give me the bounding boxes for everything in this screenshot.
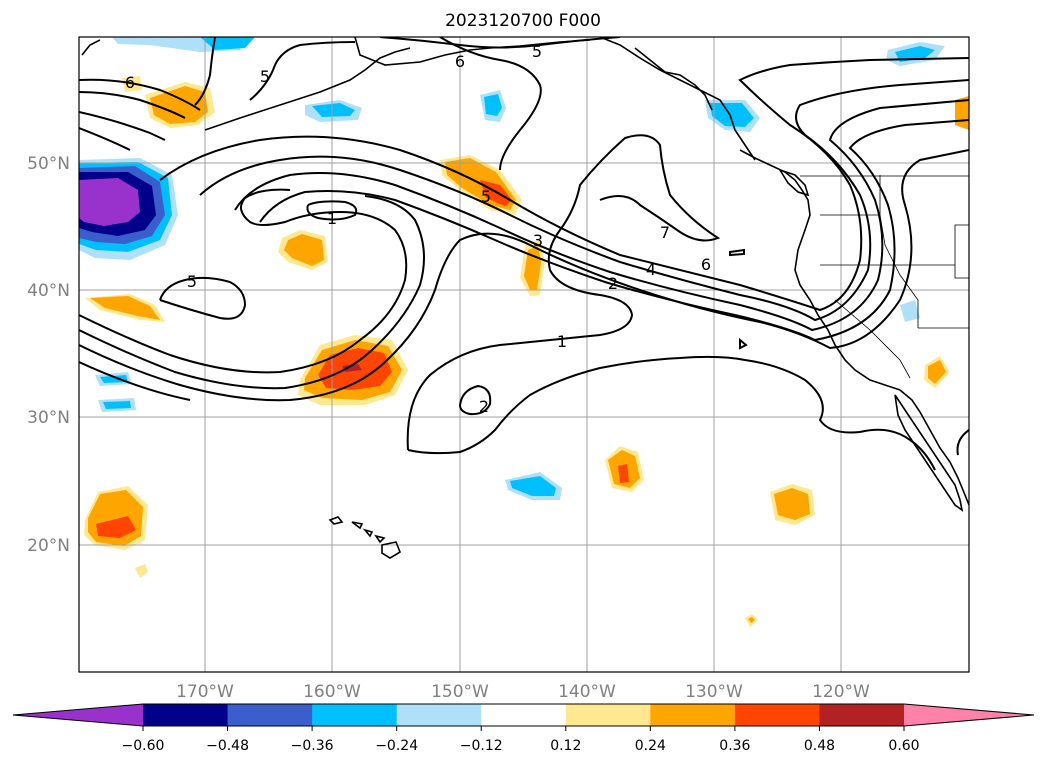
map-background — [79, 37, 969, 672]
latitude-labels: 50°N 40°N 30°N 20°N — [27, 154, 70, 556]
colorbar-tick-label: 0.12 — [550, 738, 581, 754]
contour-label: 2 — [608, 274, 618, 293]
colorbar-cell — [143, 704, 229, 726]
map-title: 2023120700 F000 — [445, 11, 601, 31]
colorbar-extend-high — [904, 704, 1034, 726]
contour-label: 5 — [532, 42, 542, 61]
lat-label: 20°N — [27, 536, 70, 556]
contour-outer-5 — [159, 57, 969, 312]
colorbar-tick-label: 0.60 — [888, 738, 919, 754]
contour-label: 4 — [646, 260, 656, 279]
lon-label: 130°W — [685, 682, 743, 702]
colorbar-tick-label: −0.48 — [206, 738, 249, 754]
colorbar-cell — [819, 704, 905, 726]
colorbar-tick-label: −0.60 — [122, 738, 165, 754]
coastlines — [81, 37, 969, 559]
contour-label: 7 — [660, 223, 670, 242]
colorbar-tick-label: −0.36 — [291, 738, 334, 754]
contour-6-nw — [79, 78, 201, 111]
contour-label: 5 — [260, 67, 270, 86]
contour-label: 5 — [187, 272, 197, 291]
colorbar-tick-label: 0.48 — [804, 738, 835, 754]
map-panel: 6 5 6 5 1 5 5 3 7 6 4 2 1 2 50°N 40°N 30… — [27, 36, 970, 702]
colorbar-ticks — [142, 726, 905, 731]
longitude-labels: 170°W 160°W 150°W 140°W 130°W 120°W — [176, 682, 870, 702]
lon-label: 120°W — [812, 682, 870, 702]
shade-pos-6 — [298, 335, 408, 405]
colorbar-cell — [396, 704, 482, 726]
colorbar-cell — [312, 704, 398, 726]
lon-label: 160°W — [303, 682, 361, 702]
colorbar: −0.60 −0.48 −0.36 −0.24 −0.12 0.12 0.24 0.36 0.4… — [12, 703, 1035, 754]
shade-neg-8 — [900, 300, 920, 322]
shade-negative-west — [79, 158, 178, 260]
contour-label: 3 — [533, 231, 543, 250]
colorbar-cell — [481, 704, 567, 726]
colorbar-tick-label: 0.36 — [719, 738, 750, 754]
vancouver-island — [778, 168, 810, 197]
colorbar-cell — [734, 704, 820, 726]
contour-label: 1 — [557, 332, 567, 351]
contour-1-main — [406, 134, 721, 451]
lon-label: 140°W — [558, 682, 616, 702]
contour-lines — [79, 37, 969, 471]
contour-label: 6 — [455, 52, 465, 71]
colorbar-cell — [650, 704, 736, 726]
colorbar-extend-low — [13, 704, 143, 726]
contour-label: 5 — [481, 187, 491, 206]
contour-labels: 6 5 6 5 1 5 5 3 7 6 4 2 1 2 — [125, 42, 711, 416]
contour-2-loop — [459, 384, 492, 416]
colorbar-tick-label: −0.24 — [375, 738, 418, 754]
shade-pos-9 — [84, 486, 148, 550]
lat-label: 40°N — [27, 281, 70, 301]
hawaii-islands — [328, 516, 344, 525]
contour-label: 1 — [327, 209, 337, 228]
lat-label: 30°N — [27, 408, 70, 428]
contour-5-loop — [159, 276, 247, 320]
map-frame — [78, 36, 970, 673]
colorbar-labels: −0.60 −0.48 −0.36 −0.24 −0.12 0.12 0.24 0.36 0.4… — [122, 738, 920, 754]
shaded-fields — [79, 37, 969, 627]
aleutian-coast — [204, 47, 411, 131]
colorbar-tick-label: −0.12 — [460, 738, 503, 754]
colorbar-cells — [12, 703, 1035, 727]
contour-label: 2 — [479, 397, 489, 416]
colorbar-cell — [227, 704, 313, 726]
lon-label: 170°W — [176, 682, 234, 702]
contour-label: 6 — [701, 255, 711, 274]
shade-pos-10 — [135, 564, 148, 578]
west-coast — [739, 149, 901, 391]
lat-label: 50°N — [27, 154, 70, 174]
colorbar-cell — [565, 704, 651, 726]
contour-label: 6 — [125, 73, 135, 92]
colorbar-tick-label: 0.24 — [635, 738, 666, 754]
contour-1-loop — [306, 200, 358, 221]
lon-label: 150°W — [431, 682, 489, 702]
